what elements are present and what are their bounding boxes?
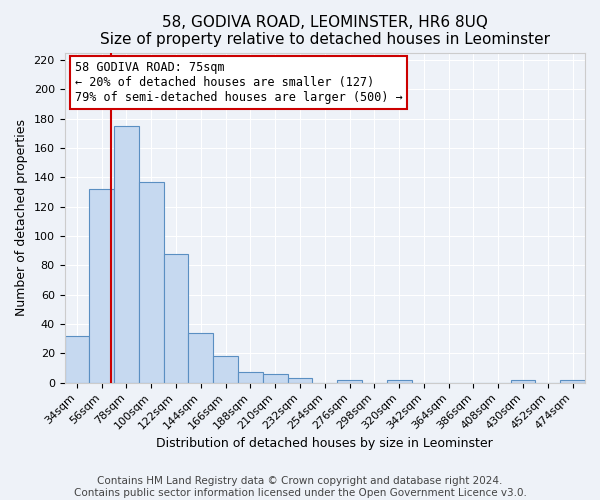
X-axis label: Distribution of detached houses by size in Leominster: Distribution of detached houses by size … [157,437,493,450]
Bar [139,182,164,382]
Y-axis label: Number of detached properties: Number of detached properties [15,119,28,316]
Bar [337,380,362,382]
Bar [213,356,238,382]
Bar [387,380,412,382]
Title: 58, GODIVA ROAD, LEOMINSTER, HR6 8UQ
Size of property relative to detached house: 58, GODIVA ROAD, LEOMINSTER, HR6 8UQ Siz… [100,15,550,48]
Bar [89,189,114,382]
Bar [114,126,139,382]
Bar [238,372,263,382]
Bar [263,374,287,382]
Bar [511,380,535,382]
Bar [164,254,188,382]
Bar [65,336,89,382]
Text: 58 GODIVA ROAD: 75sqm
← 20% of detached houses are smaller (127)
79% of semi-det: 58 GODIVA ROAD: 75sqm ← 20% of detached … [75,61,403,104]
Text: Contains HM Land Registry data © Crown copyright and database right 2024.
Contai: Contains HM Land Registry data © Crown c… [74,476,526,498]
Bar [188,333,213,382]
Bar [287,378,313,382]
Bar [560,380,585,382]
